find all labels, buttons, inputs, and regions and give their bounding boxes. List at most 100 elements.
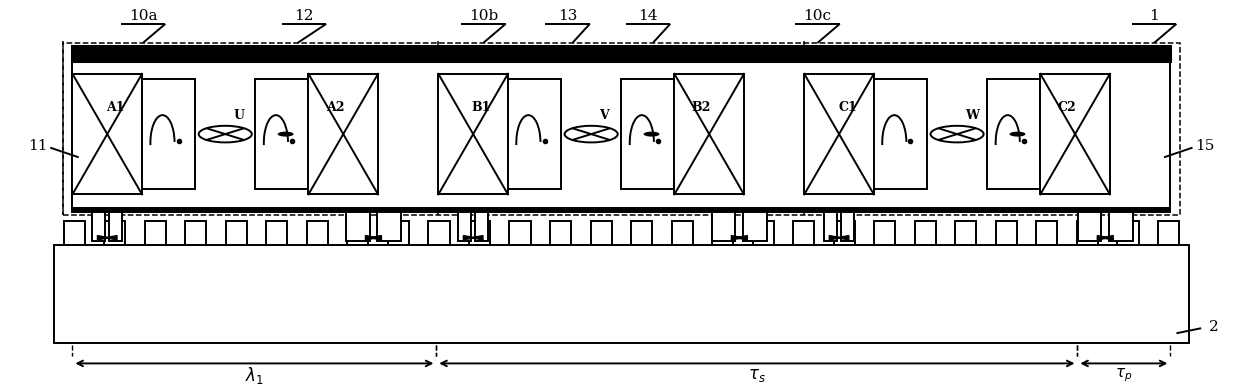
Text: 10a: 10a <box>129 9 157 23</box>
Circle shape <box>991 126 1044 142</box>
Bar <box>186 221 207 245</box>
Bar <box>439 74 508 194</box>
Polygon shape <box>736 236 747 240</box>
Polygon shape <box>105 236 116 240</box>
Bar <box>72 74 142 194</box>
Circle shape <box>624 126 678 142</box>
Polygon shape <box>369 236 382 240</box>
Text: W: W <box>965 109 979 122</box>
Bar <box>793 221 814 245</box>
Circle shape <box>198 126 252 142</box>
Bar <box>914 221 935 245</box>
Polygon shape <box>829 236 841 240</box>
Circle shape <box>259 126 312 142</box>
Bar <box>841 212 854 241</box>
Circle shape <box>643 131 659 137</box>
Text: V: V <box>600 109 608 122</box>
Bar <box>1109 212 1132 241</box>
Polygon shape <box>471 236 483 240</box>
Text: C2: C2 <box>1057 101 1077 114</box>
Bar <box>93 212 105 241</box>
Bar <box>631 221 652 245</box>
Text: U: U <box>233 109 244 122</box>
Text: 10c: 10c <box>804 9 831 23</box>
Bar <box>225 221 247 245</box>
Bar <box>458 212 471 241</box>
Bar <box>468 221 491 245</box>
Polygon shape <box>463 236 476 240</box>
Bar <box>1041 74 1110 194</box>
Bar <box>987 79 1041 189</box>
Bar <box>255 79 309 189</box>
Polygon shape <box>838 236 849 240</box>
Bar <box>1077 221 1098 245</box>
Text: $\tau_s$: $\tau_s$ <box>748 366 766 384</box>
Bar <box>672 221 693 245</box>
Text: C1: C1 <box>838 101 857 114</box>
Bar <box>873 79 927 189</box>
Bar <box>804 74 873 194</box>
Bar <box>104 221 125 245</box>
Bar <box>996 221 1017 245</box>
Bar <box>309 74 378 194</box>
Text: $\tau_p$: $\tau_p$ <box>1115 366 1132 384</box>
Text: 13: 13 <box>558 9 577 23</box>
Polygon shape <box>98 236 109 240</box>
Text: 11: 11 <box>28 139 47 153</box>
Bar <box>875 221 896 245</box>
Text: 10b: 10b <box>468 9 498 23</box>
Bar <box>142 79 195 189</box>
Bar <box>752 221 774 245</box>
Bar <box>711 212 736 241</box>
Bar <box>63 43 1180 215</box>
Bar <box>72 61 1171 208</box>
Bar <box>429 221 450 245</box>
Bar <box>1036 221 1057 245</box>
Polygon shape <box>1098 236 1109 240</box>
Bar <box>476 212 488 241</box>
Text: $\lambda_1$: $\lambda_1$ <box>245 364 264 385</box>
Text: 15: 15 <box>1196 139 1214 153</box>
Bar <box>55 245 1188 343</box>
Polygon shape <box>731 236 743 240</box>
Circle shape <box>565 126 618 142</box>
Bar <box>834 221 855 245</box>
Bar <box>347 221 368 245</box>
Bar <box>1078 212 1101 241</box>
Bar <box>388 221 409 245</box>
Text: 2: 2 <box>1209 321 1218 335</box>
Bar <box>824 212 838 241</box>
Bar <box>346 212 369 241</box>
Text: 1: 1 <box>1150 9 1158 23</box>
Text: B2: B2 <box>691 101 710 114</box>
Bar <box>591 221 612 245</box>
Text: A2: A2 <box>326 101 344 114</box>
Polygon shape <box>1101 236 1114 240</box>
Bar <box>674 74 743 194</box>
Bar <box>378 212 401 241</box>
Text: 14: 14 <box>638 9 658 23</box>
Circle shape <box>1010 131 1026 137</box>
Bar <box>550 221 571 245</box>
Text: 12: 12 <box>294 9 313 23</box>
Bar <box>743 212 767 241</box>
Polygon shape <box>366 236 378 240</box>
Bar <box>63 221 84 245</box>
Bar <box>72 46 1171 61</box>
Bar <box>621 79 674 189</box>
Bar <box>145 221 166 245</box>
Bar <box>509 221 530 245</box>
Bar <box>712 221 733 245</box>
Bar <box>72 208 1171 212</box>
Circle shape <box>278 131 294 137</box>
Text: A1: A1 <box>107 101 125 114</box>
Circle shape <box>930 126 984 142</box>
Bar <box>508 79 561 189</box>
Bar <box>307 221 328 245</box>
Bar <box>266 221 287 245</box>
Bar <box>109 212 121 241</box>
Bar <box>1118 221 1139 245</box>
Text: B1: B1 <box>472 101 491 114</box>
Bar <box>1158 221 1180 245</box>
Bar <box>955 221 976 245</box>
